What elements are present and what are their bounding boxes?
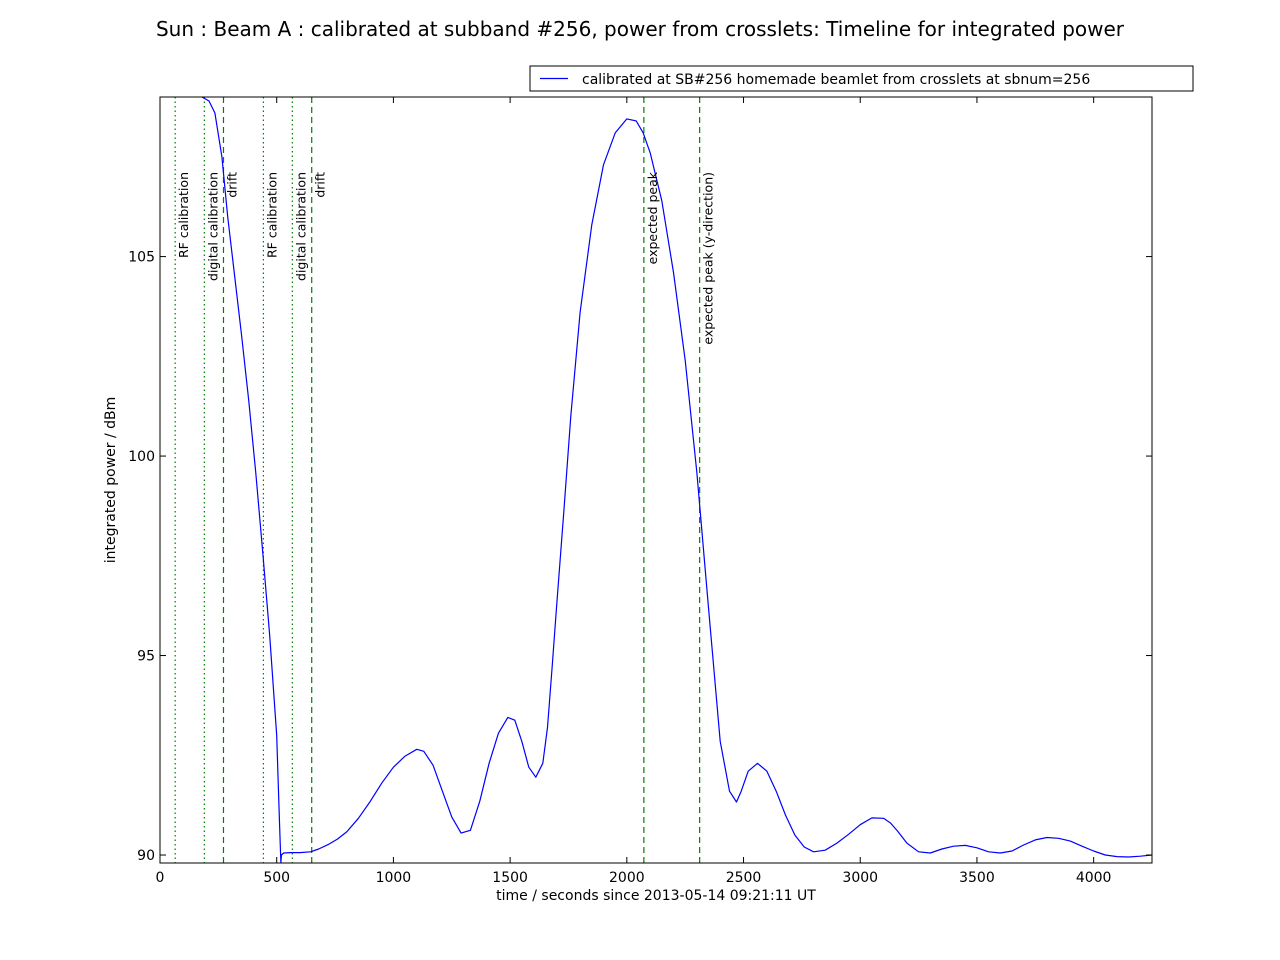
axis-ticks: 0 500 1000 1500 2000 2500 3000 3500 4000 90 95 100 1… (128, 97, 1152, 886)
marker-label-4: digital calibration (293, 172, 308, 281)
legend-entry: calibrated at SB#256 homemade beamlet fr… (582, 72, 1090, 88)
plot-frame (159, 96, 1153, 864)
series-line-0 (201, 97, 1152, 863)
x-tick-label-8: 4000 (1076, 870, 1112, 886)
y-tick-label-1: 95 (137, 649, 155, 665)
marker-label-7: expected peak (y-direction) (701, 172, 716, 345)
plot-area: RF calibration digital calibration drift RF… (174, 97, 1152, 863)
marker-label-5: drift (313, 172, 328, 198)
x-tick-label-7: 3500 (959, 870, 995, 886)
y-tick-label-0: 90 (137, 848, 155, 864)
marker-label-0: RF calibration (176, 172, 191, 258)
x-tick-label-1: 500 (263, 870, 290, 886)
x-tick-label-6: 3000 (842, 870, 878, 886)
marker-label-3: RF calibration (264, 172, 279, 258)
marker-label-6: expected peak (645, 171, 660, 264)
y-tick-label-3: 105 (128, 250, 155, 266)
x-tick-label-5: 2500 (726, 870, 762, 886)
x-tick-label-2: 1000 (376, 870, 412, 886)
x-tick-label-3: 1500 (492, 870, 528, 886)
x-tick-label-0: 0 (156, 870, 165, 886)
marker-label-1: digital calibration (205, 172, 220, 281)
chart-title: Sun : Beam A : calibrated at subband #25… (156, 17, 1125, 41)
x-axis-label: time / seconds since 2013-05-14 09:21:11… (496, 888, 816, 904)
marker-label-2: drift (224, 172, 239, 198)
legend-box (529, 65, 1194, 92)
y-tick-label-2: 100 (128, 449, 155, 465)
y-axis-label: integrated power / dBm (103, 397, 119, 564)
x-tick-label-4: 2000 (609, 870, 645, 886)
legend: calibrated at SB#256 homemade beamlet fr… (529, 65, 1194, 92)
